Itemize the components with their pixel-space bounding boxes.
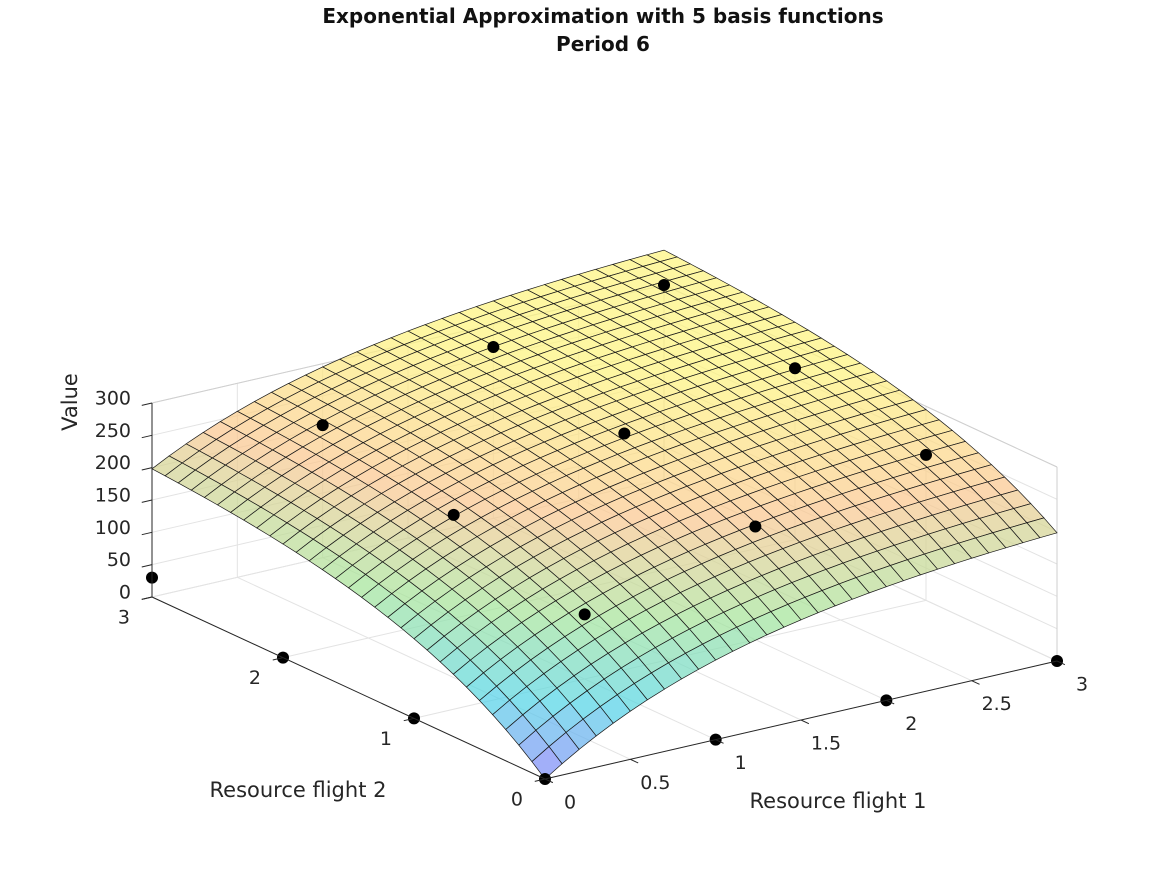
chart-title: Exponential Approximation with 5 basis f… [322,4,884,28]
z-tick [141,596,153,600]
surface-patch [531,746,563,780]
y-axis-line [151,596,546,780]
tick-labels: 0 0.5 1 1.5 2 2.5 3 0 1 2 3 0 50 100 150 200 250 300 [95,387,1088,813]
z-tick [141,434,153,439]
x-tick [1056,660,1066,666]
z-tick [141,564,153,568]
data-point [920,448,933,461]
x-tick [630,758,639,764]
x-tick-label: 2.5 [982,693,1012,715]
axis-labels: Resource flight 1 Resource flight 2 Value [58,373,926,813]
data-point [618,427,631,440]
x-tick [715,739,724,744]
x-tick-label: 2 [905,713,917,735]
x-tick-label: 3 [1076,674,1088,696]
y-tick-label: 2 [249,667,261,689]
z-tick-label: 300 [95,387,131,409]
z-axis-label: Value [58,373,82,431]
z-tick-label: 250 [95,420,131,442]
axes [141,402,1066,784]
data-point [316,419,329,432]
y-tick [534,778,546,782]
z-tick [141,467,153,471]
x-tick [800,719,810,725]
data-point [447,508,460,521]
z-tick-label: 100 [95,517,131,539]
x-tick-label: 1 [735,752,747,774]
z-tick-label: 150 [95,484,131,506]
x-tick-label: 1.5 [811,733,841,755]
data-point [658,278,671,291]
x-tick [886,699,895,705]
data-point [749,520,762,533]
y-tick-label: 3 [118,606,130,628]
data-point [789,362,802,375]
chart-subtitle: Period 6 [556,32,650,56]
data-point [578,608,591,621]
y-tick [272,657,284,661]
y-axis-label: Resource flight 2 [210,778,387,802]
y-tick-label: 1 [380,728,392,750]
x-tick [544,778,554,784]
x-tick-label: 0.5 [640,772,670,794]
x-tick-label: 0 [564,792,576,814]
data-point [487,340,500,353]
z-tick [141,499,153,503]
z-tick-label: 0 [119,581,131,603]
x-axis-label: Resource flight 1 [750,789,927,813]
z-tick [141,402,153,406]
x-tick [971,680,980,685]
z-tick-label: 200 [95,452,131,474]
y-tick [403,717,415,722]
z-tick [141,531,153,536]
y-tick-label: 0 [511,789,523,811]
surface [151,249,1058,780]
z-tick-label: 50 [107,549,131,571]
